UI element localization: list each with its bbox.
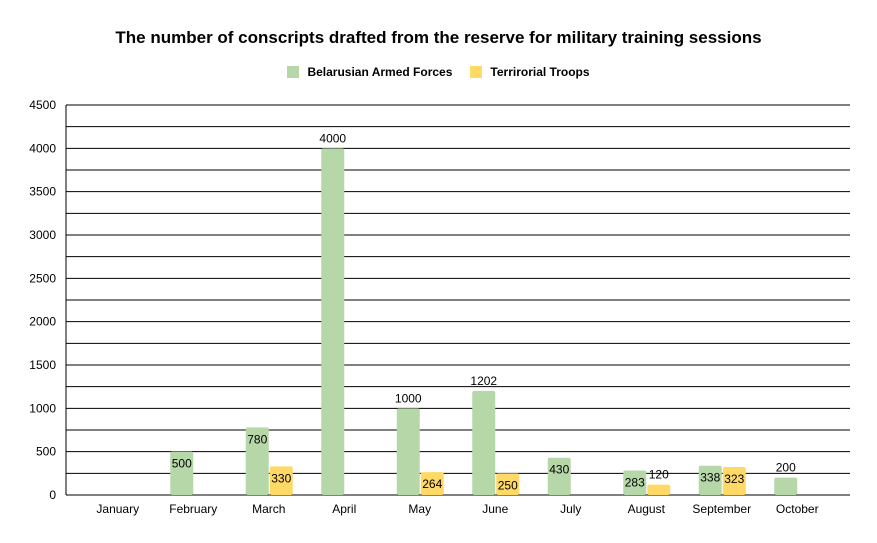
data-label: 1202 (470, 374, 497, 388)
data-label: 200 (776, 461, 796, 475)
data-label: 250 (498, 478, 518, 492)
legend-swatch (470, 66, 483, 78)
y-tick-label: 1000 (29, 401, 56, 415)
bar-territorial-troops (496, 473, 520, 495)
x-tick-label: September (692, 502, 751, 516)
data-label: 780 (247, 432, 267, 446)
data-label: 264 (422, 477, 442, 491)
bar-belarusian-armed-forces (472, 390, 496, 495)
data-label: 430 (549, 463, 569, 477)
data-label: 500 (172, 457, 192, 471)
x-tick-label: April (332, 502, 356, 516)
x-tick-label: May (408, 502, 431, 516)
bar-territorial-troops (722, 467, 746, 495)
data-label: 323 (724, 472, 744, 486)
y-tick-label: 1500 (29, 358, 56, 372)
y-tick-label: 0 (49, 488, 56, 502)
legend-label: Belarusian Armed Forces (307, 65, 453, 79)
bar-territorial-troops (420, 472, 444, 495)
data-label: 338 (700, 471, 720, 485)
bar-belarusian-armed-forces (774, 477, 798, 495)
legend-swatch (287, 66, 300, 78)
bar-belarusian-armed-forces (396, 408, 420, 495)
y-tick-label: 2000 (29, 315, 56, 329)
bar-belarusian-armed-forces (245, 427, 269, 495)
bar-belarusian-armed-forces (623, 470, 647, 495)
data-label: 283 (625, 475, 645, 489)
bar-belarusian-armed-forces (698, 465, 722, 495)
legend-item-belarusian-armed-forces: Belarusian Armed Forces (287, 65, 452, 79)
data-label: 330 (271, 471, 291, 485)
y-tick-label: 3000 (29, 228, 56, 242)
y-tick-label: 500 (36, 445, 56, 459)
legend-item-territorial-troops: Terrirorial Troops (470, 65, 590, 79)
bar-belarusian-armed-forces (321, 148, 345, 496)
chart-title: The number of conscripts drafted from th… (115, 28, 762, 47)
bar-territorial-troops (269, 466, 293, 495)
x-tick-label: March (252, 502, 285, 516)
data-label: 1000 (395, 391, 422, 405)
x-tick-label: July (560, 502, 581, 516)
y-tick-label: 4000 (29, 141, 56, 155)
y-tick-label: 3500 (29, 185, 56, 199)
y-tick-label: 2500 (29, 271, 56, 285)
x-tick-label: February (169, 502, 217, 516)
x-tick-label: August (628, 502, 666, 516)
legend: Belarusian Armed Forces Terrirorial Troo… (0, 65, 877, 79)
bar-belarusian-armed-forces (547, 457, 571, 495)
x-tick-label: October (776, 502, 819, 516)
x-tick-label: June (482, 502, 508, 516)
bar-belarusian-armed-forces (170, 451, 194, 495)
data-label: 4000 (319, 131, 346, 145)
y-tick-label: 4500 (29, 98, 56, 112)
legend-label: Terrirorial Troops (490, 65, 590, 79)
data-label: 120 (649, 468, 669, 482)
bar-territorial-troops (647, 484, 671, 495)
x-tick-label: January (96, 502, 139, 516)
